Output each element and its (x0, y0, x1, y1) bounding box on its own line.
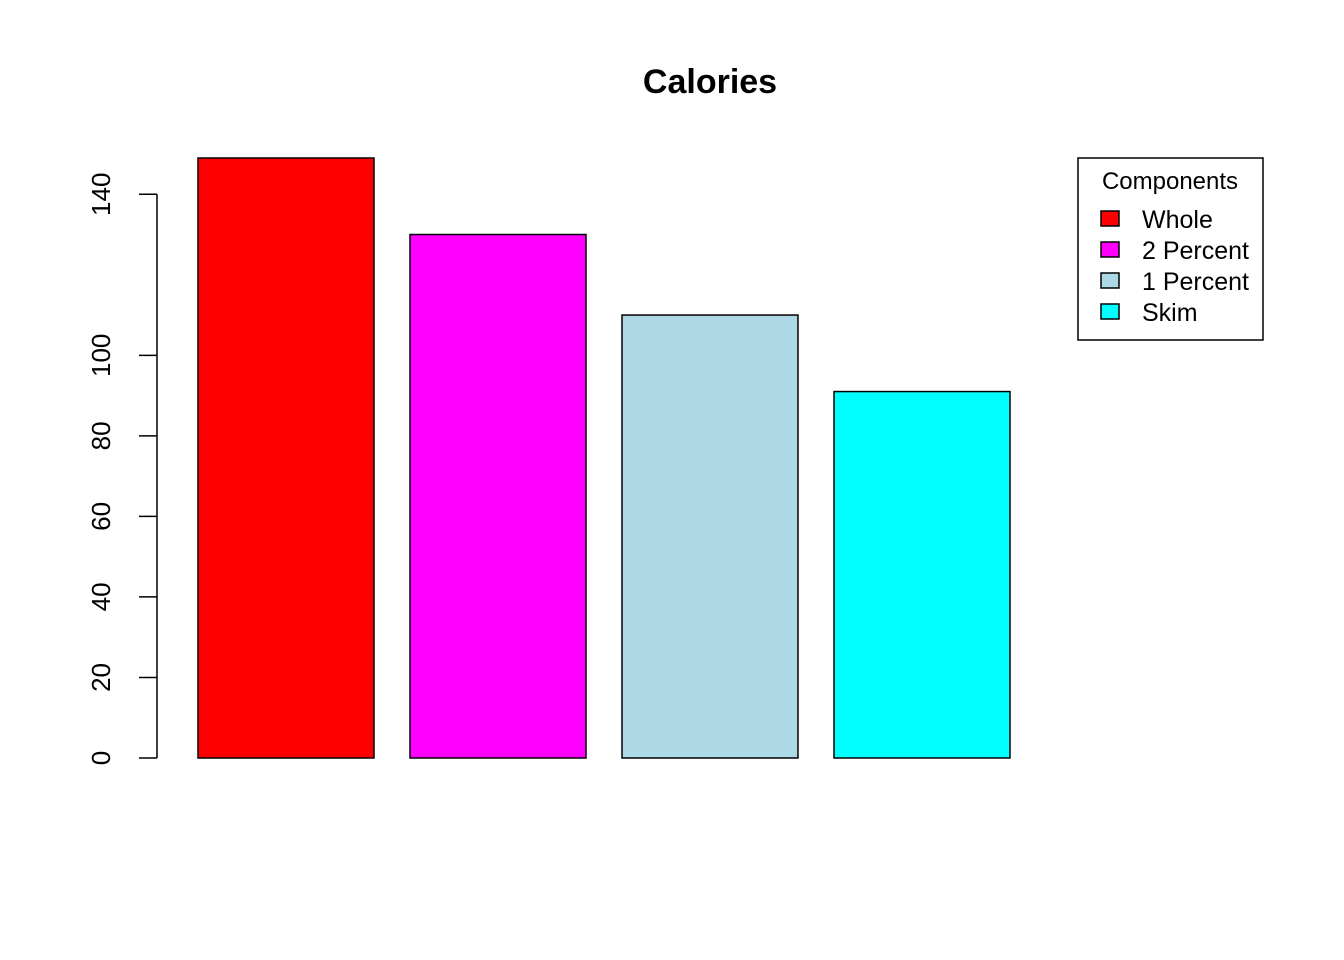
legend-label: 2 Percent (1142, 237, 1249, 265)
y-tick-label: 140 (86, 173, 116, 216)
legend-label: Whole (1142, 206, 1213, 234)
legend-swatch (1100, 272, 1120, 289)
y-tick-label: 20 (86, 663, 116, 692)
legend: Components Whole 2 Percent 1 Percent Skim (1077, 157, 1264, 341)
bar-1-percent (621, 314, 799, 759)
legend-title: Components (1102, 168, 1238, 195)
y-tick-label: 60 (86, 502, 116, 531)
legend-swatch (1100, 303, 1120, 320)
legend-label: Skim (1142, 299, 1198, 327)
legend-label: 1 Percent (1142, 268, 1249, 296)
y-tick-label: 80 (86, 421, 116, 450)
legend-swatch (1100, 241, 1120, 258)
y-axis: 0 20 40 60 80 100 140 (86, 173, 158, 765)
bar-skim (833, 390, 1011, 759)
legend-items: Whole 2 Percent 1 Percent Skim (1100, 206, 1249, 327)
y-tick-label: 0 (86, 751, 116, 765)
bar-whole (197, 157, 375, 759)
legend-swatch (1100, 210, 1120, 227)
y-tick-label: 40 (86, 582, 116, 611)
bar-2-percent (409, 233, 587, 759)
bars (197, 157, 1011, 759)
chart-title: Calories (643, 63, 777, 101)
y-tick-label: 100 (86, 334, 116, 377)
